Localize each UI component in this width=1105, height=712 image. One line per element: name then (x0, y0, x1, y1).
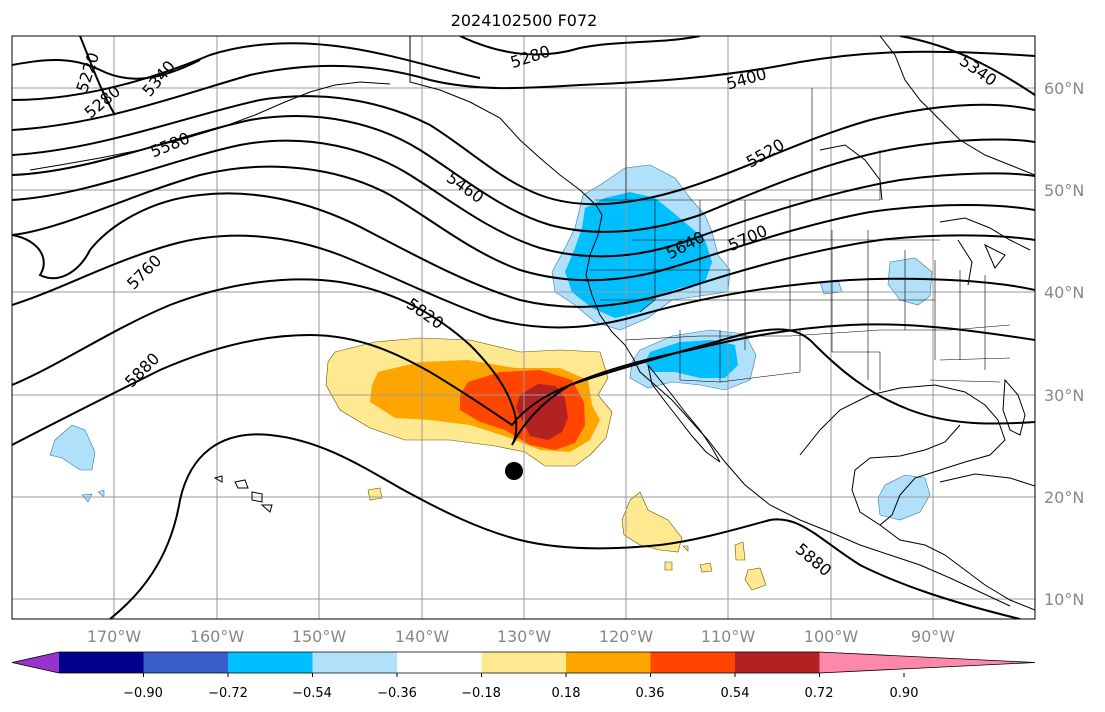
colorbar-extend-high (819, 652, 1035, 673)
colorbar-segment (566, 652, 651, 673)
cuba (939, 473, 1035, 487)
contour-5880-north (12, 328, 1035, 446)
florida (1002, 378, 1026, 436)
negative-anomaly-central-pacific (49, 424, 96, 471)
lat-label-50: 50°N (1044, 181, 1084, 200)
negative-anomaly-plains (887, 257, 933, 306)
contour-5460 (12, 95, 1035, 206)
lon-label-170w: 170°W (87, 627, 142, 646)
contour-5280-west (12, 59, 201, 80)
contour-5760 (12, 234, 1035, 329)
colorbar-tick-label: 0.18 (552, 686, 581, 701)
colorbar-tick-label: −0.54 (292, 686, 332, 701)
map-panel: 5280 5400 5340 5220 5340 5280 5580 5460 … (12, 36, 1035, 619)
contour-5640 (12, 165, 1035, 282)
hudson-bay (819, 144, 883, 201)
longitude-labels: 170°W 160°W 150°W 140°W 130°W 120°W 110°… (87, 627, 955, 646)
colorbar-extend-low (12, 652, 59, 673)
map-frame (11, 35, 1036, 620)
negative-anomaly-medium (565, 192, 712, 318)
height-contours (12, 36, 1035, 619)
colorbar-segment (735, 652, 820, 673)
central-america (879, 524, 1035, 611)
colorbar-tick-label: 0.90 (890, 686, 919, 701)
lon-label-130w: 130°W (497, 627, 552, 646)
positive-anomaly-dark-red (516, 384, 568, 440)
lat-label-20: 20°N (1044, 488, 1084, 507)
lat-label-40: 40°N (1044, 283, 1084, 302)
alaska-coast (409, 36, 603, 216)
baja-peninsula (647, 364, 721, 463)
lon-label-110w: 110°W (701, 627, 756, 646)
gulf-of-mexico-coast (799, 384, 1006, 526)
contour-5820 (12, 278, 1035, 446)
colorbar-tick-label: 0.36 (636, 686, 665, 701)
contour-5340-east (899, 36, 1035, 96)
lon-label-90w: 90°W (911, 627, 955, 646)
colorbar-segment (481, 652, 567, 673)
colorbar-tick-labels: −0.90 −0.72 −0.54 −0.36 −0.18 0.18 0.36 … (123, 686, 918, 701)
coastlines (29, 36, 1035, 611)
colorbar-tick-label: 0.54 (721, 686, 750, 701)
colorbar-tick-label: −0.18 (461, 686, 501, 701)
negative-anomaly-southwest-medium (645, 340, 738, 378)
colorbar-tick-label: −0.72 (208, 686, 248, 701)
colorbar-segment (650, 652, 736, 673)
storm-position-dot (505, 462, 523, 480)
colorbar-tick-label: 0.72 (805, 686, 834, 701)
contour-5880-south (109, 433, 1021, 619)
latitude-labels: 60°N 50°N 40°N 30°N 20°N 10°N (1044, 79, 1084, 609)
colorbar-segment (397, 652, 482, 673)
lat-label-60: 60°N (1044, 79, 1084, 98)
lon-label-120w: 120°W (599, 627, 654, 646)
colorbar-segment (312, 652, 398, 673)
map-title: 2024102500 F072 (451, 11, 598, 30)
lon-label-160w: 160°W (190, 627, 245, 646)
colorbar-segment (228, 652, 313, 673)
hawaii-islands (213, 475, 273, 513)
canada-coast (879, 36, 1035, 176)
positive-anomaly-islets (367, 487, 767, 591)
contour-5280-north (459, 36, 701, 56)
west-coast (585, 214, 1011, 607)
contour-5400 (12, 50, 1035, 131)
contour-5220 (79, 36, 116, 116)
contour-5700 (12, 192, 1035, 308)
lat-label-10: 10°N (1044, 590, 1084, 609)
graticule (12, 36, 1035, 619)
contour-5580 (12, 139, 1035, 258)
contour-5520 (12, 115, 1035, 234)
negative-anomaly-speck (81, 489, 105, 503)
colorbar (11, 651, 1036, 677)
contour-5340-west (12, 42, 481, 101)
aleutian-chain (29, 81, 391, 171)
colorbar-tick-label: −0.90 (123, 686, 163, 701)
colorbar-outline (11, 651, 1036, 674)
colorbar-tick-label: −0.36 (377, 686, 417, 701)
lon-label-140w: 140°W (395, 627, 450, 646)
positive-anomaly-tropical (621, 491, 683, 553)
lon-label-100w: 100°W (804, 627, 859, 646)
colorbar-segment (59, 652, 144, 673)
great-lakes (939, 217, 1031, 286)
lat-label-30: 30°N (1044, 386, 1084, 405)
lon-label-150w: 150°W (292, 627, 347, 646)
colorbar-segment (143, 652, 229, 673)
